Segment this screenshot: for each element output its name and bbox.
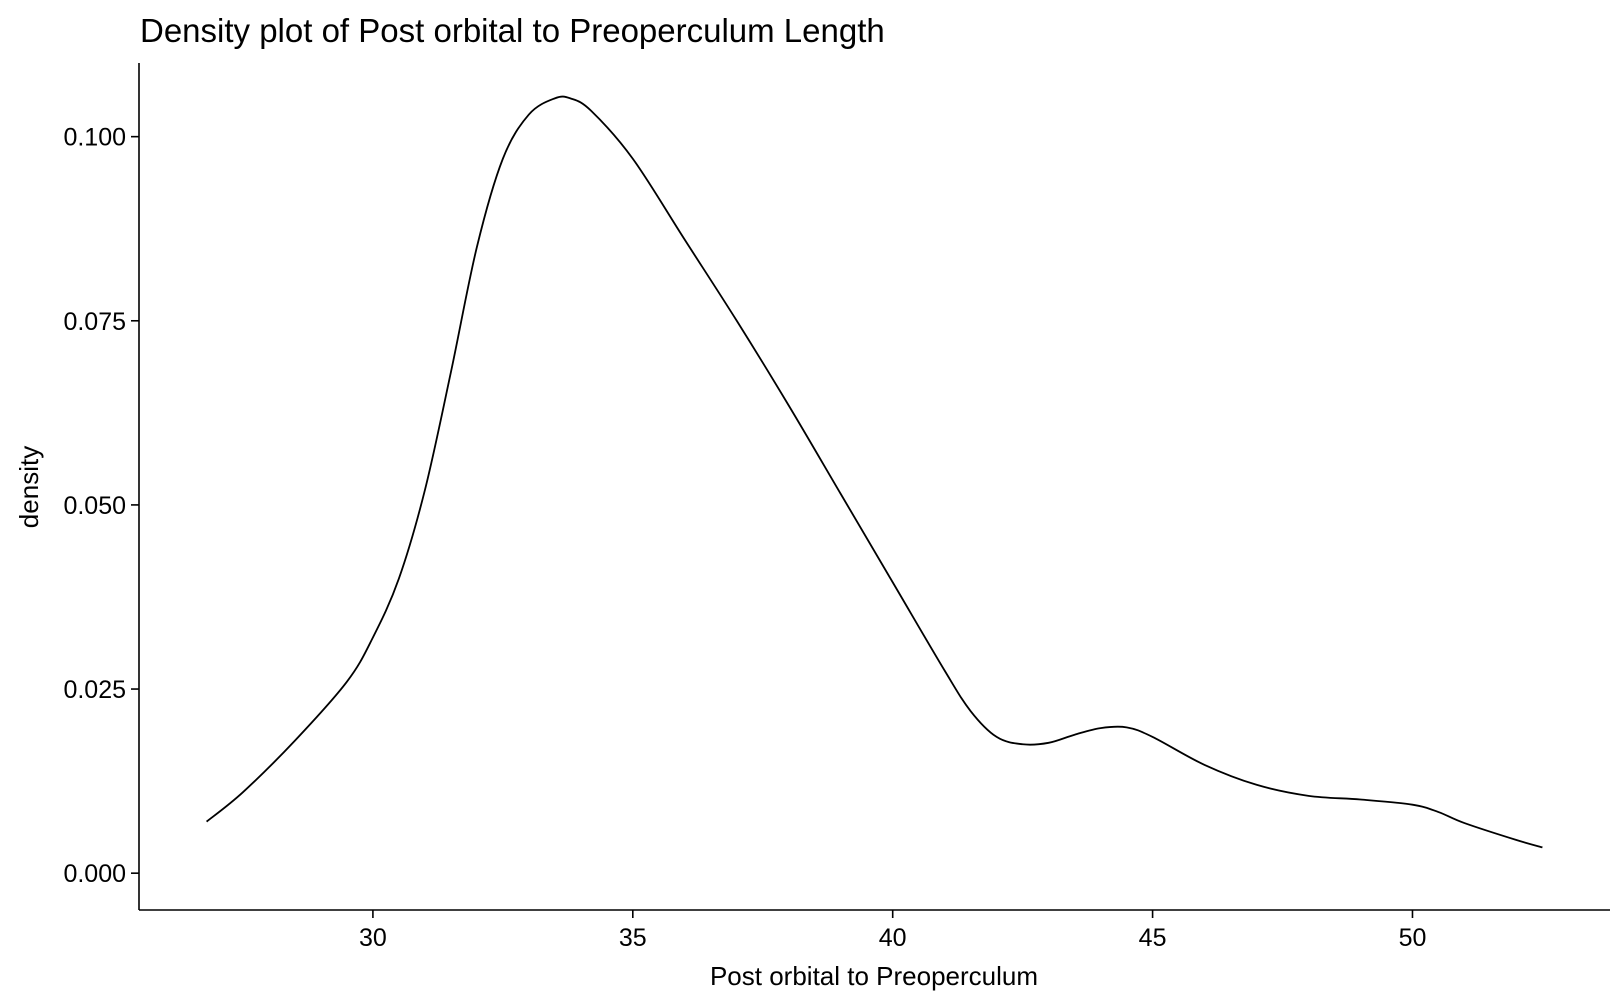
y-tick-label: 0.075 [63, 308, 126, 336]
x-tick-label: 50 [1399, 924, 1427, 952]
y-tick-label: 0.000 [63, 860, 126, 888]
density-line [206, 95, 1543, 849]
y-tick-label: 0.100 [63, 124, 126, 152]
x-tick-label: 35 [619, 924, 647, 952]
chart-title: Density plot of Post orbital to Preoperc… [140, 12, 885, 49]
x-axis-ticks: 30 35 40 45 50 [359, 910, 1426, 952]
x-tick-label: 45 [1139, 924, 1167, 952]
y-axis-title: density [14, 446, 44, 528]
x-tick-label: 30 [359, 924, 387, 952]
y-tick-label: 0.050 [63, 492, 126, 520]
y-tick-label: 0.025 [63, 676, 126, 704]
y-axis-ticks: 0.000 0.025 0.050 0.075 0.100 [63, 124, 139, 888]
x-axis-title: Post orbital to Preoperculum [710, 961, 1038, 991]
x-tick-label: 40 [879, 924, 907, 952]
